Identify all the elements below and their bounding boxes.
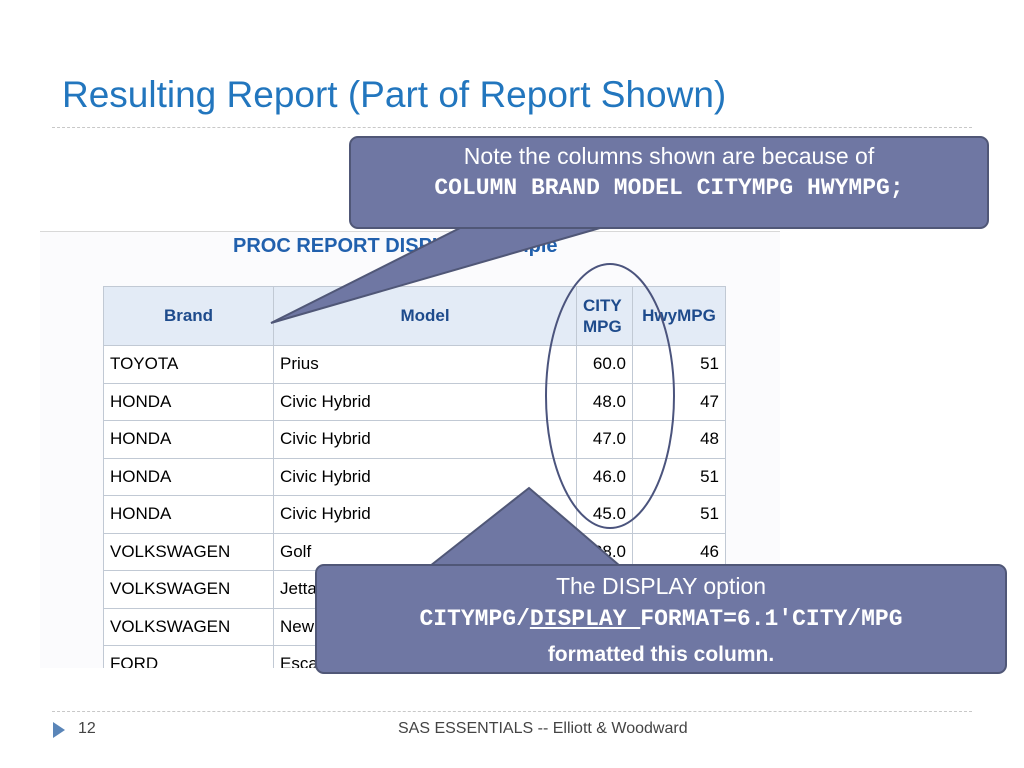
slide-title: Resulting Report (Part of Report Shown) bbox=[62, 74, 727, 115]
cell-model: Civic Hybrid bbox=[273, 382, 577, 421]
cell-model: Civic Hybrid bbox=[273, 457, 577, 496]
cell-hwympg: 51 bbox=[632, 457, 726, 496]
col-header-citympg: CITY MPG bbox=[576, 286, 633, 346]
cell-brand: HONDA bbox=[103, 420, 274, 459]
code-part-display: DISPLAY bbox=[529, 606, 641, 632]
cell-brand: HONDA bbox=[103, 457, 274, 496]
cell-model: Civic Hybrid bbox=[273, 420, 577, 459]
cell-hwympg: 51 bbox=[632, 345, 726, 384]
col-header-hwympg: HwyMPG bbox=[632, 286, 726, 346]
footer-text: SAS ESSENTIALS -- Elliott & Woodward bbox=[398, 720, 688, 737]
callout-top-code: COLUMN BRAND MODEL CITYMPG HWYMPG; bbox=[434, 175, 904, 201]
cell-hwympg: 47 bbox=[632, 382, 726, 421]
cell-brand: FORD bbox=[103, 645, 274, 668]
page-number: 12 bbox=[78, 720, 96, 737]
cell-model: Civic Hybrid bbox=[273, 495, 577, 534]
callout-top: Note the columns shown are because of CO… bbox=[349, 136, 989, 229]
cell-brand: TOYOTA bbox=[103, 345, 274, 384]
callout-bottom-code: CITYMPG/DISPLAY FORMAT=6.1'CITY/MPG bbox=[317, 606, 1005, 632]
callout-top-text: Note the columns shown are because of bbox=[463, 143, 875, 169]
table-row: TOYOTA Prius 60.0 51 bbox=[103, 345, 726, 384]
code-part-format: FORMAT=6.1'CITY/MPG bbox=[640, 606, 903, 632]
bullet-arrow-icon bbox=[53, 722, 65, 738]
cell-brand: HONDA bbox=[103, 495, 274, 534]
col-header-city-line1: CITY bbox=[583, 296, 622, 315]
cell-citympg: 47.0 bbox=[576, 420, 633, 459]
table-row: HONDA Civic Hybrid 45.0 51 bbox=[103, 495, 726, 534]
table-row: HONDA Civic Hybrid 48.0 47 bbox=[103, 382, 726, 421]
cell-citympg: 45.0 bbox=[576, 495, 633, 534]
cell-model: Prius bbox=[273, 345, 577, 384]
table-row: HONDA Civic Hybrid 46.0 51 bbox=[103, 457, 726, 496]
cell-citympg: 48.0 bbox=[576, 382, 633, 421]
callout-bottom-caption: formatted this column. bbox=[547, 643, 775, 666]
cell-brand: VOLKSWAGEN bbox=[103, 607, 274, 646]
cell-brand: VOLKSWAGEN bbox=[103, 570, 274, 609]
callout-bottom: The DISPLAY option CITYMPG/DISPLAY FORMA… bbox=[315, 564, 1007, 674]
header-row: Brand Model CITY MPG HwyMPG bbox=[103, 286, 726, 346]
report-title: PROC REPORT DISPLAY Example bbox=[233, 235, 558, 257]
cell-citympg: 60.0 bbox=[576, 345, 633, 384]
cell-brand: VOLKSWAGEN bbox=[103, 532, 274, 571]
cell-citympg: 46.0 bbox=[576, 457, 633, 496]
col-header-city-line2: MPG bbox=[583, 317, 622, 336]
title-divider bbox=[52, 127, 972, 128]
callout-bottom-text: The DISPLAY option bbox=[555, 573, 767, 599]
col-header-model: Model bbox=[273, 286, 577, 346]
footer-divider bbox=[52, 711, 972, 712]
table-row: HONDA Civic Hybrid 47.0 48 bbox=[103, 420, 726, 459]
cell-brand: HONDA bbox=[103, 382, 274, 421]
code-part-a: CITYMPG/ bbox=[419, 606, 530, 632]
col-header-brand: Brand bbox=[103, 286, 274, 346]
cell-hwympg: 48 bbox=[632, 420, 726, 459]
cell-hwympg: 51 bbox=[632, 495, 726, 534]
